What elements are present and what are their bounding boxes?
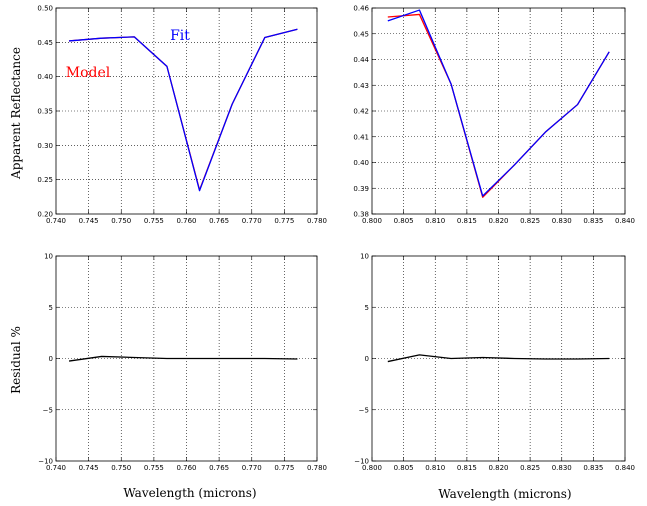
y-tick-label: 0.30 (37, 142, 53, 150)
panel-bottom-right: 0.800 0.805 0.810 0.815 0.820 0.825 0.830 0.835… (354, 253, 635, 502)
x-tick-label: 0.780 (307, 464, 327, 472)
x-tick-label: 0.745 (79, 464, 99, 472)
y-tick-label: 0.20 (37, 211, 53, 219)
y-tick-label: 10 (360, 253, 369, 261)
x-tick-label: 0.825 (520, 217, 540, 225)
x-tick-label: 0.750 (111, 217, 131, 225)
x-tick-label: 0.805 (394, 464, 414, 472)
x-tick-label: 0.835 (583, 464, 603, 472)
y-tick-label: 0.41 (353, 133, 369, 141)
x-tick-label: 0.840 (615, 464, 635, 472)
x-tick-label: 0.810 (425, 217, 445, 225)
y-tick-label: 0.50 (37, 5, 53, 13)
x-tick-label: 0.760 (176, 464, 196, 472)
y-axis-label: Apparent Reflectance (9, 47, 23, 180)
x-tick-label: 0.770 (242, 217, 262, 225)
x-tick-label: 0.810 (425, 464, 445, 472)
series-line-2 (68, 28, 298, 192)
y-tick-label: 5 (49, 304, 53, 312)
panel-top-left: 0.740 0.745 0.750 0.755 0.760 0.765 0.770 0.775… (9, 5, 327, 226)
y-tick-label: −10 (38, 458, 53, 466)
series-line-2 (387, 9, 610, 197)
x-tick-label: 0.830 (552, 464, 572, 472)
x-tick-label: 0.820 (488, 464, 508, 472)
x-tick-label: 0.840 (615, 217, 635, 225)
y-axis-label: Residual % (9, 326, 23, 394)
panel-bottom-left: 0.740 0.745 0.750 0.755 0.760 0.765 0.770 0.775… (9, 253, 327, 501)
x-tick-label: 0.760 (176, 217, 196, 225)
x-axis-label: Wavelength (microns) (123, 486, 256, 500)
y-tick-label: 5 (365, 304, 369, 312)
x-tick-label: 0.835 (583, 217, 603, 225)
panel-top-right: 0.800 0.805 0.810 0.815 0.820 0.825 0.830 0.835… (353, 5, 635, 226)
x-tick-label: 0.745 (79, 217, 99, 225)
y-tick-label: 0.44 (353, 56, 369, 64)
x-tick-label: 0.780 (307, 217, 327, 225)
y-tick-label: 0 (365, 355, 369, 363)
annotation-fit: Fit (170, 28, 190, 44)
series-line-1 (68, 28, 298, 191)
y-tick-label: 0.25 (37, 176, 53, 184)
y-tick-label: 0.43 (353, 82, 369, 90)
x-tick-label: 0.770 (242, 464, 262, 472)
x-tick-label: 0.800 (362, 464, 382, 472)
y-tick-label: 0.45 (37, 39, 53, 47)
y-tick-label: 0.38 (353, 211, 369, 219)
y-tick-label: −10 (354, 458, 369, 466)
annotation-model: Model (66, 65, 111, 81)
y-tick-label: −5 (359, 406, 369, 414)
y-tick-label: 0.35 (37, 108, 53, 116)
x-tick-label: 0.740 (46, 217, 66, 225)
x-tick-label: 0.755 (144, 217, 164, 225)
y-tick-label: 0.39 (353, 185, 369, 193)
series-line-1 (68, 355, 298, 362)
x-tick-label: 0.815 (457, 464, 477, 472)
y-tick-label: 0.40 (37, 73, 53, 81)
x-tick-label: 0.815 (457, 217, 477, 225)
x-tick-label: 0.830 (552, 217, 572, 225)
x-tick-label: 0.755 (144, 464, 164, 472)
y-tick-label: −5 (43, 406, 53, 414)
y-tick-label: 0.40 (353, 159, 369, 167)
x-axis-label: Wavelength (microns) (438, 487, 571, 501)
y-tick-label: 10 (44, 253, 53, 261)
x-tick-label: 0.765 (209, 217, 229, 225)
y-tick-label: 0.42 (353, 108, 369, 116)
x-tick-label: 0.820 (488, 217, 508, 225)
y-tick-label: 0.46 (353, 5, 369, 13)
x-tick-label: 0.825 (520, 464, 540, 472)
series-line-1 (387, 354, 610, 363)
x-tick-label: 0.765 (209, 464, 229, 472)
y-tick-label: 0 (49, 355, 53, 363)
x-tick-label: 0.750 (111, 464, 131, 472)
x-tick-label: 0.805 (394, 217, 414, 225)
x-tick-label: 0.775 (274, 464, 294, 472)
y-tick-label: 0.45 (353, 30, 369, 38)
x-tick-label: 0.740 (46, 464, 66, 472)
x-tick-label: 0.800 (362, 217, 382, 225)
x-tick-label: 0.775 (274, 217, 294, 225)
